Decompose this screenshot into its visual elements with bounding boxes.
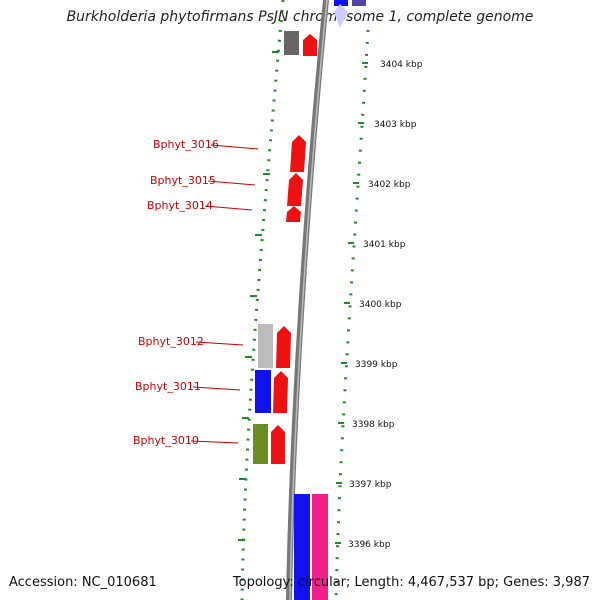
gene-label: Bphyt_3010 bbox=[133, 434, 199, 447]
gene-top-purple bbox=[352, 0, 366, 6]
leader-bphyt-3016 bbox=[210, 144, 259, 150]
gene-bphyt-3016 bbox=[290, 135, 306, 172]
leader-bphyt-3010 bbox=[190, 440, 239, 444]
gene-bphyt-3014 bbox=[286, 206, 301, 222]
scale-label: 3398 kbp bbox=[352, 420, 395, 430]
outer-track-right bbox=[334, 29, 370, 600]
gene-label: Bphyt_3016 bbox=[153, 138, 219, 151]
genome-summary: Topology: circular; Length: 4,467,537 bp… bbox=[232, 575, 590, 590]
gene-bottom-magenta bbox=[312, 494, 328, 600]
leader-bphyt-3014 bbox=[204, 205, 253, 211]
gene-top-lilac bbox=[334, 4, 348, 28]
gene-bphyt-3011-blue bbox=[255, 370, 271, 413]
scale-label: 3404 kbp bbox=[380, 60, 423, 70]
scale-label: 3396 kbp bbox=[348, 540, 391, 550]
outer-track-left bbox=[240, 0, 285, 600]
leader-bphyt-3012 bbox=[195, 341, 244, 346]
gene-bottom-blue bbox=[294, 494, 310, 600]
chromosome-backbone-highlight bbox=[289, 0, 328, 600]
gene-label: Bphyt_3012 bbox=[138, 335, 204, 348]
gene-bphyt-3012-grey bbox=[258, 324, 273, 368]
scale-label: 3403 kbp bbox=[374, 120, 417, 130]
scale-label: 3400 kbp bbox=[359, 300, 402, 310]
scale-label: 3399 kbp bbox=[355, 360, 398, 370]
map-title: Burkholderia phytofirmans PsJN chromosom… bbox=[66, 9, 534, 25]
gene-label: Bphyt_3011 bbox=[135, 380, 201, 393]
gene-label: Bphyt_3014 bbox=[147, 199, 213, 212]
gene-label: Bphyt_3015 bbox=[150, 174, 216, 187]
gene-dark-grey-top bbox=[284, 31, 299, 55]
gene-top-blue bbox=[334, 0, 348, 6]
scale-label: 3397 kbp bbox=[349, 480, 392, 490]
gene-bphyt-3015 bbox=[287, 173, 303, 206]
scale-label: 3402 kbp bbox=[368, 180, 411, 190]
gene-red-top bbox=[303, 34, 317, 56]
leader-bphyt-3015 bbox=[207, 180, 256, 186]
accession-label: Accession: NC_010681 bbox=[9, 575, 157, 590]
gene-bphyt-3010 bbox=[271, 425, 285, 464]
gene-bphyt-3012 bbox=[276, 326, 291, 368]
scale-label: 3401 kbp bbox=[363, 240, 406, 250]
gene-bphyt-3011 bbox=[273, 371, 288, 413]
chromosome-backbone bbox=[286, 0, 329, 600]
gene-bphyt-3010-olive bbox=[253, 424, 268, 464]
leader-bphyt-3011 bbox=[192, 386, 241, 391]
